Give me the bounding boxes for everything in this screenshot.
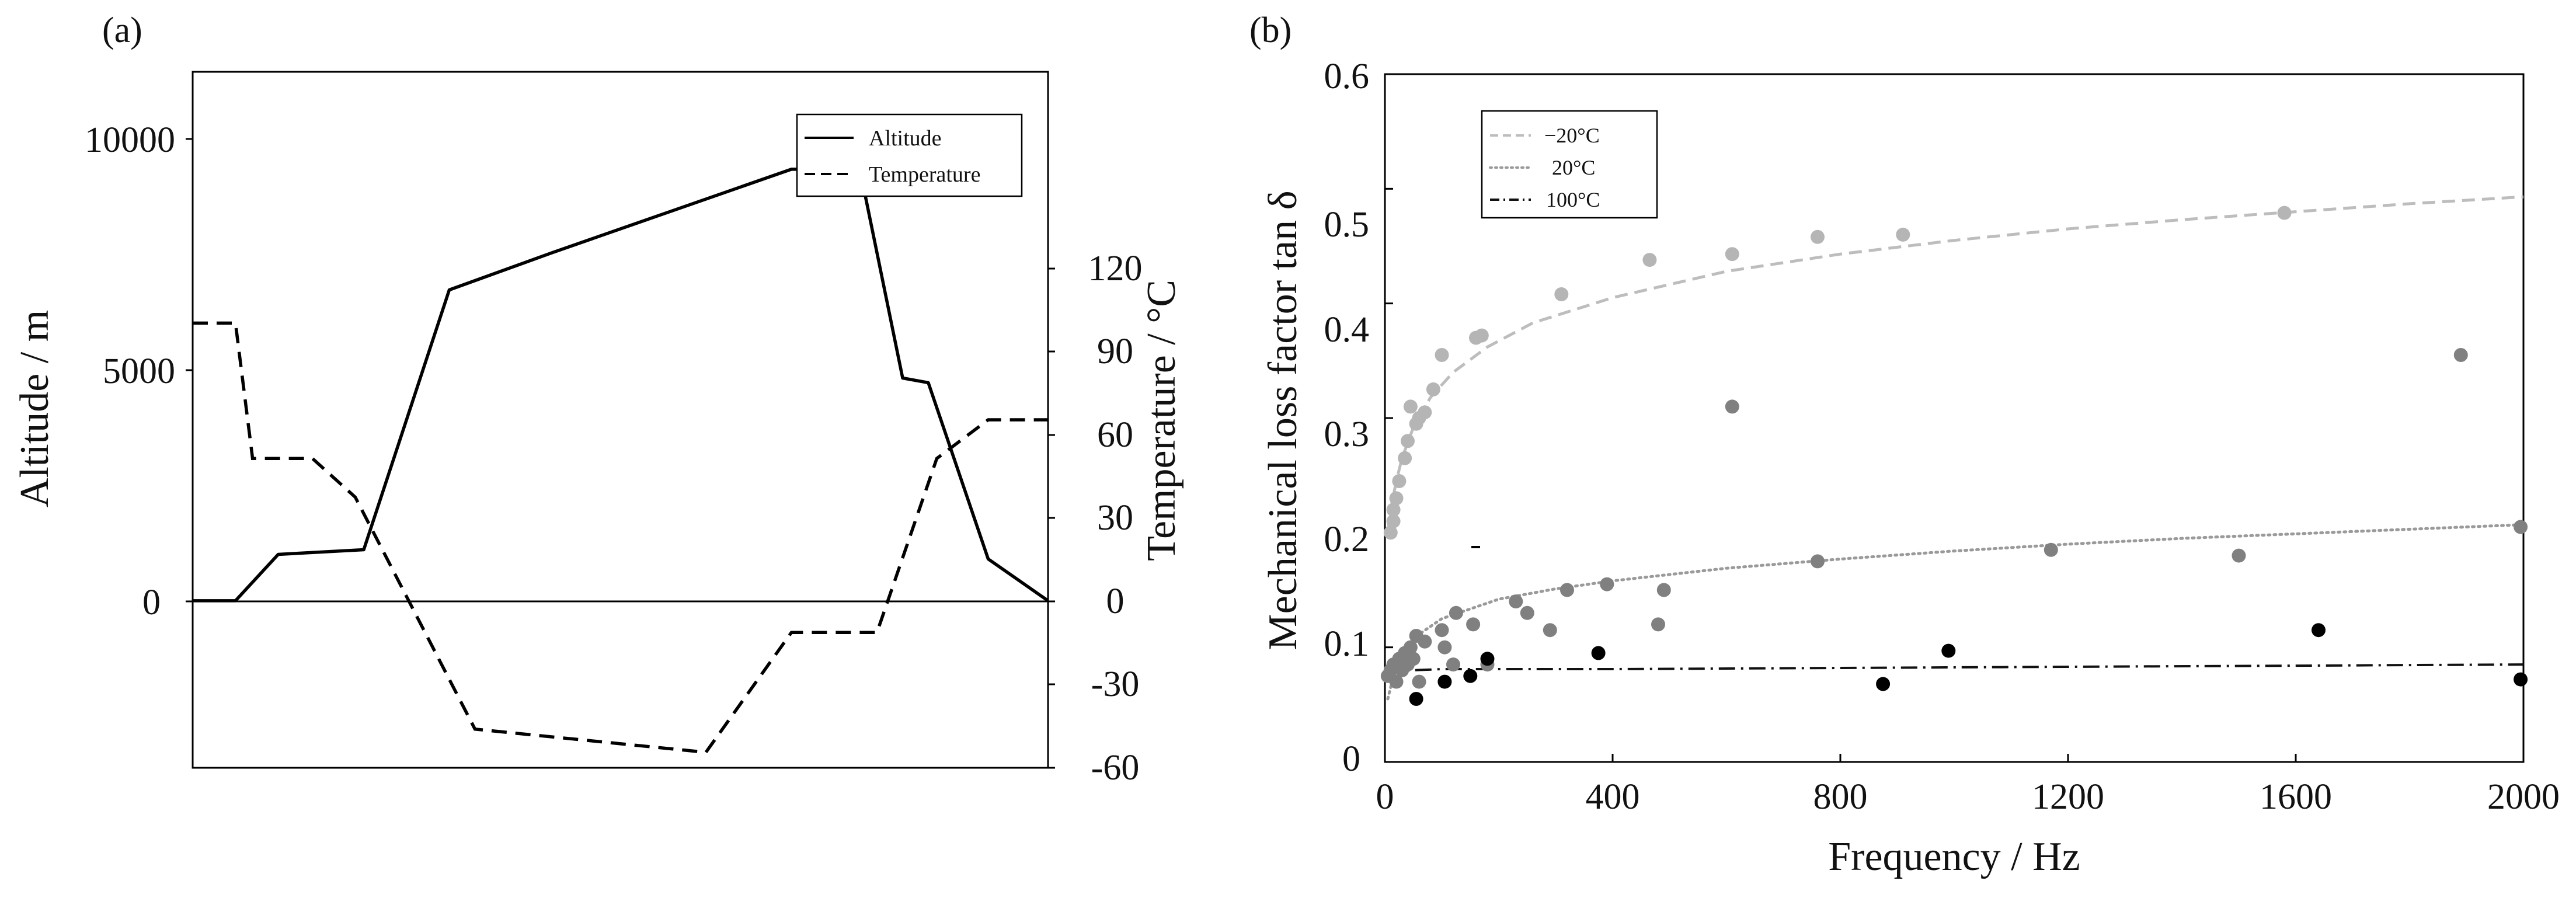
- point-20: [1406, 652, 1421, 666]
- panel-a-legend-box: [796, 113, 1023, 197]
- point-20: [1389, 674, 1404, 689]
- panel-a: (a) 0 5000 10000 -60 -30 0 30 60 90 120 …: [12, 11, 1184, 788]
- point-minus20: [2277, 206, 2292, 220]
- point-20: [1560, 583, 1574, 597]
- panel-b-x-tick-label: 0: [1376, 777, 1394, 817]
- point-100: [1463, 669, 1478, 683]
- legend-100-label: 100°C: [1546, 188, 1600, 211]
- point-100: [1409, 692, 1423, 706]
- point-minus20: [1896, 227, 1910, 242]
- legend-minus20-label: −20°C: [1544, 124, 1600, 147]
- panel-b-y-tick-label: 0: [1342, 739, 1360, 779]
- point-minus20: [1642, 253, 1657, 267]
- panel-b-x-tick-label: 400: [1586, 777, 1640, 817]
- panel-a-right-tick-label: 60: [1097, 415, 1133, 455]
- point-20: [1466, 617, 1481, 632]
- panel-a-left-axis-title: Altitude / m: [12, 310, 57, 507]
- point-100: [1437, 674, 1452, 689]
- point-20: [1600, 577, 1614, 591]
- point-20: [1437, 640, 1452, 655]
- panel-a-right-tick-label: -30: [1091, 664, 1140, 704]
- temperature-line: [193, 321, 1048, 754]
- legend-altitude-label: Altitude: [869, 126, 942, 151]
- panel-a-right-tick-label: 0: [1106, 582, 1125, 621]
- point-20: [1651, 617, 1665, 632]
- panel-a-left-tick-label: 10000: [85, 120, 175, 160]
- point-20: [1509, 594, 1523, 609]
- point-minus20: [1811, 229, 1825, 244]
- panel-a-right-tick-label: 30: [1097, 498, 1133, 538]
- panel-b-x-tick-label: 800: [1813, 777, 1868, 817]
- panel-b-x-tick-label: 2000: [2487, 777, 2560, 817]
- panel-a-label: (a): [102, 11, 142, 50]
- point-20: [1446, 657, 1460, 672]
- panel-b-y-tick-label: 0.1: [1324, 624, 1370, 664]
- point-minus20: [1401, 434, 1415, 448]
- panel-b: (b) 0 0.1 0.2 0.3 0.4 0.5 0.6 0 400 800 …: [1249, 11, 2560, 879]
- point-100: [2514, 672, 2528, 687]
- panel-b-y-tick-label: 0.2: [1324, 520, 1370, 559]
- altitude-line: [193, 168, 1049, 603]
- point-20: [1403, 640, 1418, 655]
- point-minus20: [1398, 451, 1412, 465]
- point-100: [1876, 677, 1891, 691]
- fit-line-20: [1386, 523, 2525, 701]
- panel-b-y-tick-label: 0.6: [1324, 57, 1370, 96]
- point-100: [1941, 643, 1956, 658]
- point-minus20: [1386, 503, 1401, 517]
- point-20: [2514, 520, 2528, 534]
- panel-a-right-axis-title: Temperature / °C: [1139, 280, 1184, 561]
- point-20: [1412, 674, 1426, 689]
- point-100: [2312, 623, 2326, 638]
- point-20: [2232, 548, 2246, 563]
- panel-b-y-tick-label: 0.5: [1324, 205, 1370, 245]
- panel-b-y-tick-label: 0.4: [1324, 310, 1370, 350]
- panel-a-right-tick-label: 90: [1097, 332, 1133, 371]
- panel-b-x-tick-label: 1200: [2032, 777, 2104, 817]
- point-minus20: [1474, 328, 1489, 343]
- panel-a-legend: Altitude Temperature: [796, 113, 1023, 197]
- panel-a-right-tick-label: 120: [1088, 249, 1143, 288]
- point-minus20: [1426, 382, 1440, 396]
- point-minus20: [1554, 287, 1569, 301]
- point-20: [1418, 634, 1432, 649]
- point-20: [1543, 623, 1557, 638]
- legend-temperature-label: Temperature: [869, 162, 980, 187]
- point-20: [1449, 605, 1463, 620]
- panel-b-x-axis-title: Frequency / Hz: [1828, 834, 2080, 879]
- point-minus20: [1418, 405, 1432, 420]
- point-100: [1591, 646, 1606, 660]
- panel-b-legend: −20°C 20°C 100°C: [1481, 110, 1658, 219]
- panel-b-label: (b): [1249, 11, 1292, 50]
- fit-line-100: [1384, 663, 2524, 674]
- point-minus20: [1392, 474, 1407, 488]
- point-minus20: [1383, 525, 1398, 540]
- point-20: [2453, 348, 2468, 362]
- point-20: [1725, 399, 1739, 414]
- point-20: [2044, 542, 2058, 557]
- point-minus20: [1725, 247, 1739, 262]
- point-minus20: [1386, 514, 1401, 528]
- panel-a-left-tick-label: 0: [142, 583, 161, 622]
- point-100: [1480, 652, 1495, 666]
- panel-b-y-tick-label: 0.3: [1324, 415, 1370, 454]
- panel-b-ticks: 0 0.1 0.2 0.3 0.4 0.5 0.6 0 400 800 1200…: [1324, 57, 2560, 817]
- fit-line-minus20: [1386, 195, 2524, 533]
- point-20: [1656, 583, 1671, 597]
- point-minus20: [1435, 348, 1449, 362]
- panel-a-right-tick-label: -60: [1091, 748, 1140, 788]
- panel-a-left-tick-label: 5000: [103, 351, 175, 391]
- legend-20-label: 20°C: [1552, 156, 1595, 179]
- panel-b-y-axis-title: Mechanical loss factor tan δ: [1261, 190, 1306, 650]
- point-minus20: [1403, 399, 1418, 414]
- point-20: [1435, 623, 1449, 638]
- point-20: [1811, 554, 1825, 569]
- point-minus20: [1389, 491, 1404, 506]
- point-20: [1520, 605, 1534, 620]
- scatter-points: [1380, 206, 2528, 706]
- panel-b-x-tick-label: 1600: [2260, 777, 2332, 817]
